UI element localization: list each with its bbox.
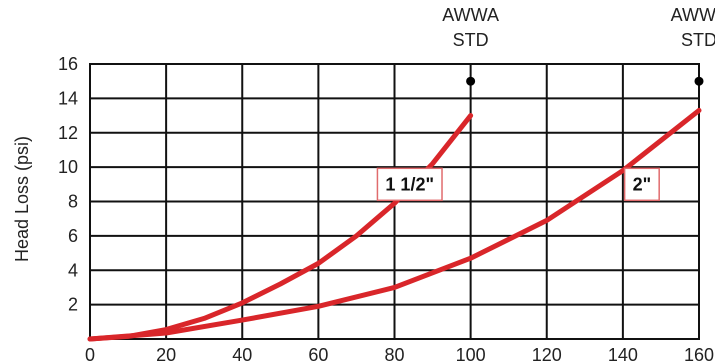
annotation-label-std: STD — [453, 30, 489, 50]
x-tick-label: 140 — [608, 345, 638, 364]
series-label-box — [376, 167, 443, 202]
x-tick-label: 60 — [308, 345, 328, 364]
x-tick-label: 0 — [85, 345, 95, 364]
annotation-point — [694, 76, 704, 86]
label-layer: 1 1/2" 2" — [376, 167, 660, 202]
x-tick-label: 120 — [532, 345, 562, 364]
series-line-2 — [87, 107, 702, 342]
y-tick-label: 12 — [58, 123, 78, 143]
x-tick-label: 100 — [456, 345, 486, 364]
axis-layer: 0 20 40 60 80 100 120 140 160 2 4 6 8 10 12 14 16 Head Lo… — [12, 54, 714, 364]
y-tick-label: 4 — [68, 260, 78, 280]
grid-layer — [89, 63, 700, 340]
y-tick-label: 6 — [68, 226, 78, 246]
annotation-label-awwa: AWWA — [671, 5, 715, 25]
y-tick-label: 16 — [58, 54, 78, 74]
annotation-label-std: STD — [681, 30, 715, 50]
annotation-label-awwa: AWWA — [442, 5, 499, 25]
x-tick-label: 80 — [384, 345, 404, 364]
y-tick-label: 8 — [68, 192, 78, 212]
x-tick-label: 160 — [684, 345, 714, 364]
x-tick-label: 40 — [232, 345, 252, 364]
annotation-layer: AWWA STD AWWA STD — [442, 5, 715, 86]
series-label-1-1-2: 1 1/2" — [385, 174, 434, 194]
y-axis-title: Head Loss (psi) — [12, 136, 32, 262]
y-tick-label: 10 — [58, 157, 78, 177]
series-label-2: 2" — [633, 174, 652, 194]
y-tick-label: 2 — [68, 295, 78, 315]
x-tick-label: 20 — [156, 345, 176, 364]
series-label-box — [623, 167, 660, 202]
annotation-point — [466, 76, 476, 86]
y-tick-label: 14 — [58, 88, 78, 108]
